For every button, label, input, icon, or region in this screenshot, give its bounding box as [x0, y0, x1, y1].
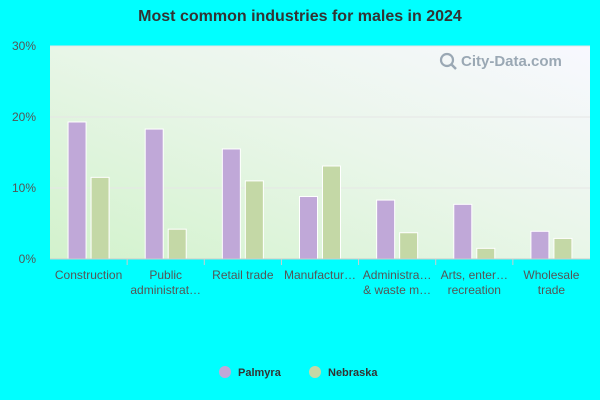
chart-title: Most common industries for males in 2024 — [138, 8, 462, 25]
x-tick-label: Wholesale trade — [523, 268, 579, 297]
legend-item-nebraska[interactable]: Nebraska — [309, 366, 378, 379]
x-tick-label: Retail trade — [212, 268, 274, 282]
x-tick-label-line: Retail trade — [212, 268, 274, 282]
bar-palmyra[interactable] — [67, 121, 87, 260]
bar-palmyra[interactable] — [376, 199, 396, 260]
x-tick-label: Administra… & waste m… — [363, 268, 432, 297]
bar-nebraska[interactable] — [476, 247, 496, 260]
x-tick-label-line: recreation — [448, 283, 501, 297]
x-tick-label-line: Administra… — [363, 268, 432, 282]
legend-label: Nebraska — [328, 367, 378, 379]
x-tick-label-line: Public — [149, 268, 182, 282]
x-tick-label-line: & waste m… — [363, 283, 431, 297]
plot-area — [50, 46, 590, 259]
bar-nebraska[interactable] — [553, 237, 573, 260]
legend-swatch — [309, 366, 321, 378]
bar-nebraska[interactable] — [322, 165, 341, 260]
x-tick-label-line: Manufactur… — [284, 268, 356, 282]
x-tick-label-line: Arts, enter… — [441, 268, 508, 282]
bar-palmyra[interactable] — [530, 230, 550, 260]
bar-palmyra[interactable] — [453, 203, 473, 260]
y-tick-label: 20% — [12, 110, 36, 124]
watermark-text: City-Data.com — [461, 53, 562, 70]
x-tick-label: Public administrat… — [130, 268, 201, 297]
watermark: City-Data.com — [439, 52, 562, 70]
bar-nebraska[interactable] — [167, 228, 187, 260]
legend-label: Palmyra — [238, 367, 282, 379]
legend-item-palmyra[interactable]: Palmyra — [219, 366, 282, 379]
bar-nebraska[interactable] — [399, 232, 419, 260]
x-tick-label-line: trade — [538, 283, 566, 297]
x-tick-label: Construction — [55, 268, 122, 282]
y-tick-label: 0% — [19, 252, 37, 266]
magnifier-icon — [439, 52, 457, 70]
bar-nebraska[interactable] — [244, 180, 264, 260]
y-tick-label: 30% — [12, 39, 36, 53]
bar-nebraska[interactable] — [90, 176, 110, 260]
bar-palmyra[interactable] — [221, 148, 241, 260]
x-tick-label: Arts, enter… recreation — [441, 268, 508, 297]
bar-palmyra[interactable] — [299, 196, 318, 260]
y-tick-label: 10% — [12, 181, 36, 195]
x-tick-label-line: Wholesale — [523, 268, 579, 282]
x-tick-label: Manufactur… — [284, 268, 356, 282]
legend-swatch — [219, 366, 231, 378]
bar-palmyra[interactable] — [144, 128, 164, 260]
x-tick-label-line: Construction — [55, 268, 122, 282]
x-tick-label-line: administrat… — [130, 283, 201, 297]
